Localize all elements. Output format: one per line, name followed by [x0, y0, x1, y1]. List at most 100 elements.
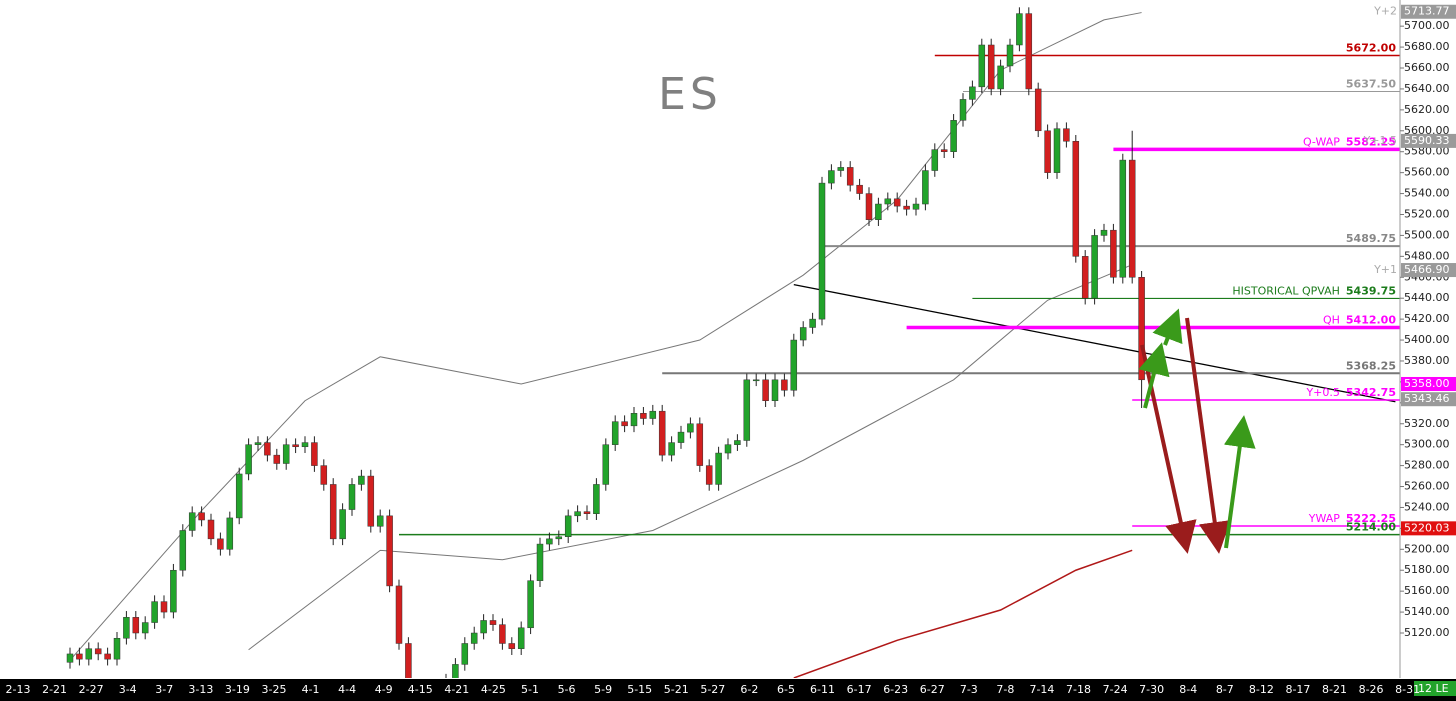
y-tick-label: 5580.00	[1404, 145, 1450, 158]
level-value: 5222.25	[1346, 512, 1396, 525]
price-tag-label: 5590.33	[1404, 134, 1450, 147]
price-tag-label: 5358.00	[1404, 377, 1450, 390]
candle-body	[348, 484, 356, 510]
candle-body	[1138, 277, 1145, 381]
x-tick-label: 4-21	[444, 683, 469, 696]
x-tick-label: 7-3	[960, 683, 978, 696]
price-tag	[1401, 521, 1456, 536]
candle-body	[715, 452, 722, 485]
candle-body	[621, 421, 628, 427]
x-tick-label: 5-9	[594, 683, 612, 696]
candle-body	[141, 622, 149, 634]
x-tick-label: 7-18	[1066, 683, 1091, 696]
level-value: 5368.25	[1346, 359, 1396, 372]
level-name: YWAP	[1308, 512, 1341, 525]
x-tick-label: 3-7	[155, 683, 173, 696]
candle-body	[799, 327, 807, 341]
y-tick-label: 5640.00	[1404, 82, 1450, 95]
overlay-line	[793, 283, 1396, 403]
y-tick-label: 5300.00	[1404, 438, 1450, 451]
y-tick-label: 5120.00	[1404, 626, 1450, 639]
candle-body	[104, 653, 111, 660]
candle-body	[658, 410, 666, 456]
x-tick-label: 7-14	[1029, 683, 1054, 696]
candle-body	[865, 193, 873, 220]
x-tick-label: 5-21	[664, 683, 689, 696]
x-tick-label: 8-31	[1395, 683, 1420, 696]
x-tick-label: 8-21	[1322, 683, 1347, 696]
level-value: 5637.50	[1346, 78, 1396, 91]
candle-body	[668, 442, 675, 456]
level-value: 5214.00	[1346, 521, 1396, 534]
candle-body	[940, 149, 948, 152]
x-tick-label: 5-15	[627, 683, 652, 696]
candle-body	[1119, 159, 1127, 278]
price-tag-note: Y+1.5	[1363, 134, 1397, 147]
x-tick-label: 6-2	[740, 683, 758, 696]
y-tick-label: 5400.00	[1404, 333, 1450, 346]
x-tick-label: 3-19	[225, 683, 250, 696]
y-tick-label: 5520.00	[1404, 207, 1450, 220]
x-tick-label: 3-13	[188, 683, 213, 696]
y-tick-label: 5680.00	[1404, 40, 1450, 53]
candle-body	[461, 643, 469, 665]
candle-body	[884, 198, 892, 205]
candle-body	[969, 86, 976, 100]
candle-body	[301, 442, 309, 448]
x-tick-label: 3-4	[119, 683, 137, 696]
y-tick-label: 5500.00	[1404, 228, 1450, 241]
candle-body	[1016, 13, 1023, 46]
y-tick-label: 5380.00	[1404, 354, 1450, 367]
candle-body	[1006, 44, 1014, 67]
chart-title: ES	[658, 69, 722, 120]
x-tick-label: 6-27	[920, 683, 945, 696]
overlay-line	[69, 12, 1142, 661]
level-name: Q-WAP	[1303, 135, 1340, 148]
candle-body	[329, 484, 337, 540]
candle-body	[1025, 13, 1033, 90]
candle-body	[527, 580, 534, 629]
candle-body	[207, 519, 215, 540]
arrows	[1138, 308, 1256, 554]
candle-body	[931, 149, 939, 171]
y-tick-label: 5180.00	[1404, 563, 1450, 576]
y-tick-label: 5440.00	[1404, 291, 1450, 304]
candle-body	[893, 198, 901, 207]
level-name: QH	[1323, 313, 1340, 326]
x-tick-label: 6-23	[883, 683, 908, 696]
candle-body	[790, 339, 798, 391]
arrow	[1223, 415, 1256, 549]
candle-body	[771, 379, 779, 401]
candle-body	[978, 44, 986, 88]
candle-body	[235, 473, 243, 519]
x-tick-label: 5-1	[521, 683, 539, 696]
x-tick-label: 7-24	[1103, 683, 1128, 696]
arrow	[1140, 344, 1197, 554]
candle-body	[846, 167, 854, 186]
y-tick-label: 5140.00	[1404, 605, 1450, 618]
candle-body	[1128, 159, 1136, 278]
candle-body	[564, 515, 572, 538]
candle-body	[602, 444, 610, 485]
price-tag	[1401, 376, 1456, 391]
candle-body	[508, 643, 516, 649]
candle-body	[922, 170, 929, 205]
y-tick-label: 5160.00	[1404, 584, 1450, 597]
y-tick-label: 5200.00	[1404, 542, 1450, 555]
level-name: Y+0.5	[1305, 386, 1339, 399]
price-tag-label: 5466.90	[1404, 263, 1450, 276]
y-tick-label: 5260.00	[1404, 480, 1450, 493]
level-value: 5412.00	[1346, 313, 1396, 326]
candle-body	[630, 413, 638, 427]
level-value: 5342.75	[1346, 386, 1396, 399]
candle-body	[912, 203, 920, 210]
candle-body	[809, 318, 816, 328]
candle-body	[837, 167, 845, 171]
candle-body	[367, 475, 375, 527]
candle-body	[781, 379, 788, 391]
x-tick-label: 5-27	[700, 683, 725, 696]
y-tick-label: 5600.00	[1404, 124, 1450, 137]
candle-body	[1053, 128, 1061, 173]
y-tick-label: 5620.00	[1404, 103, 1450, 116]
